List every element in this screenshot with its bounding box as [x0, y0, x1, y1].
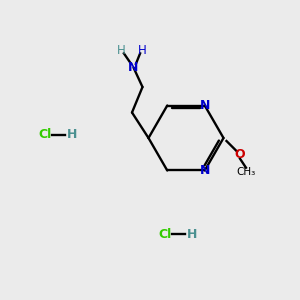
Text: H: H	[117, 44, 126, 58]
Text: O: O	[235, 148, 245, 161]
Text: H: H	[187, 227, 197, 241]
Text: Cl: Cl	[158, 227, 172, 241]
Text: N: N	[200, 99, 210, 112]
Text: H: H	[67, 128, 77, 142]
Text: Cl: Cl	[38, 128, 52, 142]
Text: H: H	[138, 44, 147, 58]
Text: CH₃: CH₃	[236, 167, 256, 177]
Text: N: N	[200, 164, 210, 177]
Text: N: N	[128, 61, 139, 74]
